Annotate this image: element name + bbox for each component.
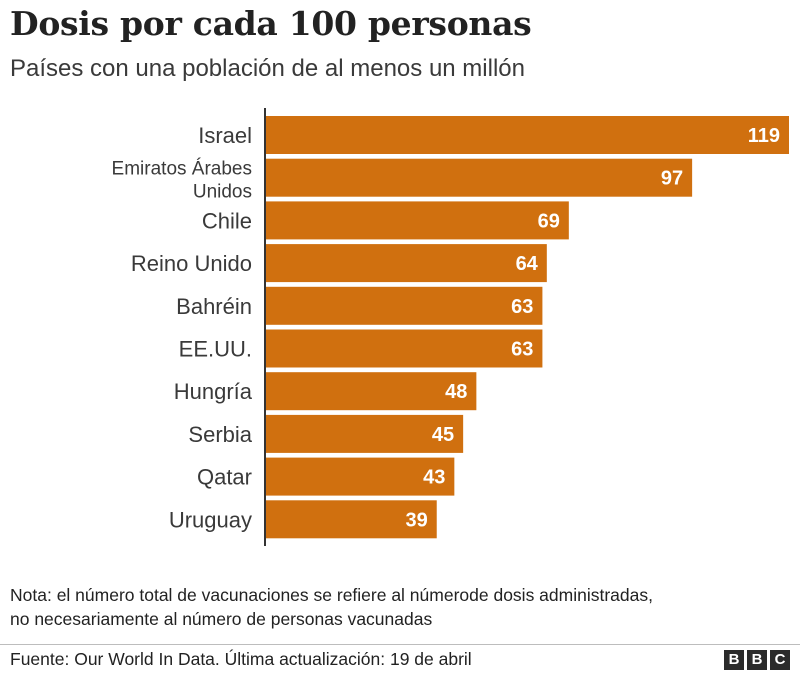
category-label: Serbia: [188, 422, 252, 447]
bar: [265, 457, 455, 496]
bar-value-label: 48: [445, 381, 467, 403]
bar-value-label: 39: [405, 509, 427, 531]
bbc-logo-letter: B: [747, 650, 767, 670]
category-label: Bahréin: [176, 294, 252, 319]
note-line-1: Nota: el número total de vacunaciones se…: [10, 585, 653, 605]
category-label: Chile: [202, 208, 252, 233]
bar-value-label: 43: [423, 467, 445, 489]
bar: [265, 286, 543, 325]
bar-value-label: 119: [748, 125, 780, 147]
category-label: Israel: [198, 123, 252, 148]
bar-value-label: 63: [511, 339, 533, 361]
bar-value-label: 69: [538, 210, 560, 232]
bar-value-label: 63: [511, 296, 533, 318]
footer-divider: [0, 644, 800, 645]
category-label: Reino Unido: [131, 251, 252, 276]
bar: [265, 500, 437, 539]
category-label: Hungría: [174, 379, 253, 404]
bar-chart: 119 Israel 97 Emiratos Árabes Unidos 69 Chile 6…: [112, 108, 789, 546]
bbc-logo: B B C: [724, 650, 790, 670]
category-label: EE.UU.: [179, 337, 252, 362]
bar-value-label: 97: [661, 168, 683, 190]
bar: [265, 201, 569, 240]
category-label: Emiratos Árabes Unidos: [112, 159, 252, 203]
bbc-logo-letter: C: [770, 650, 790, 670]
bar: [265, 329, 543, 368]
category-label: Uruguay: [169, 507, 252, 532]
bbc-logo-letter: B: [724, 650, 744, 670]
source-text: Fuente: Our World In Data. Última actual…: [10, 649, 472, 669]
bar: [265, 372, 477, 411]
bar-value-label: 45: [432, 424, 454, 446]
bar-value-label: 64: [516, 253, 539, 275]
category-label: Qatar: [197, 465, 252, 490]
bar: [265, 116, 789, 154]
bar: [265, 158, 693, 197]
bar: [265, 414, 464, 453]
chart-subtitle: Países con una población de al menos un …: [10, 55, 525, 82]
chart-title: Dosis por cada 100 personas: [10, 4, 532, 43]
chart-note: Nota: el número total de vacunaciones se…: [10, 583, 790, 631]
note-line-2: no necesariamente al número de personas …: [10, 609, 433, 629]
bar: [265, 244, 547, 283]
